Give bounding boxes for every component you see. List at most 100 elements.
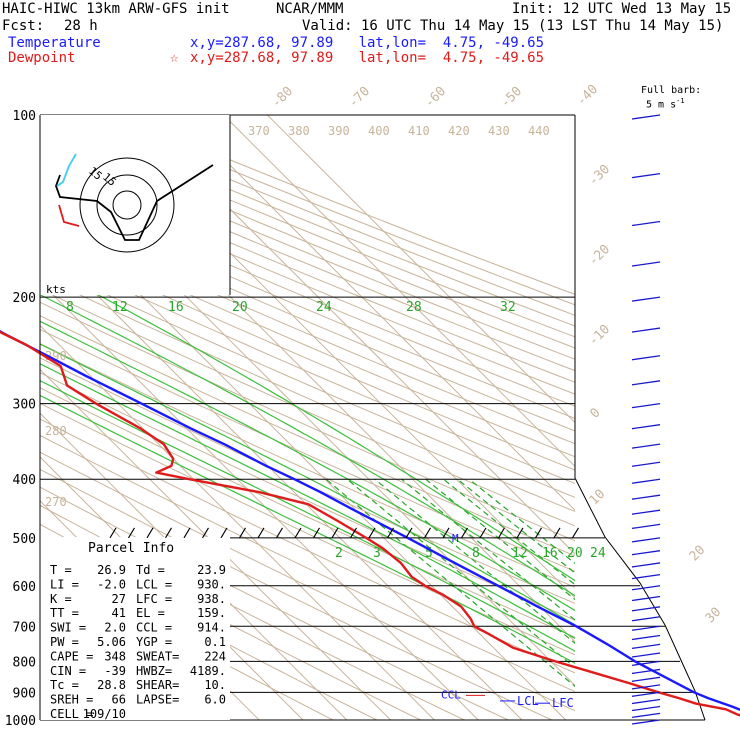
parcel-row-value: 159. xyxy=(197,606,226,620)
theta-label: 440 xyxy=(528,124,550,138)
hatch-tick xyxy=(220,527,228,539)
hodograph-trace-upper xyxy=(56,153,77,187)
wind-barb xyxy=(631,634,661,641)
parcel-row-label: PW = xyxy=(50,635,79,649)
hatch-tick xyxy=(516,527,524,539)
isotherm-label: -60 xyxy=(422,84,449,111)
org-label: NCAR/MMM xyxy=(276,1,344,17)
hatch-tick xyxy=(405,527,413,539)
moist-adiabats xyxy=(40,263,575,664)
parcel-row-label: LCL = xyxy=(136,577,172,591)
barb-unit-text: 5 m s xyxy=(646,99,677,111)
wind-barb xyxy=(631,606,661,612)
dry-adiabat xyxy=(40,328,575,572)
dry-adiabat xyxy=(40,181,575,407)
mixing-ratio-label: 20 xyxy=(567,546,583,561)
dry-adiabat xyxy=(40,468,554,720)
hatch-tick xyxy=(275,527,284,539)
isotherm-line xyxy=(223,115,575,468)
isotherm-line xyxy=(40,324,436,720)
mixing-ratio-label: 32 xyxy=(500,300,516,315)
hatch-tick xyxy=(146,527,154,539)
ccl-label: CCL xyxy=(441,688,461,701)
fcst-value: 28 h xyxy=(64,18,98,34)
isotherm-label: -70 xyxy=(346,84,373,111)
moist-adiabat xyxy=(40,363,575,640)
wind-barb xyxy=(631,478,661,484)
wind-barb xyxy=(631,643,661,650)
model-title: HAIC-HIWC 13km ARW-GFS init xyxy=(2,1,230,17)
hatch-tick xyxy=(294,527,302,539)
hatch-tick xyxy=(368,527,376,539)
hatch-tick xyxy=(201,527,210,539)
mixing-ratio-label: 3 xyxy=(373,546,381,561)
dry-adiabat xyxy=(40,402,575,656)
pressure-label: 500 xyxy=(13,532,36,547)
hatch-tick xyxy=(331,527,339,539)
parcel-row-label: LAPSE= xyxy=(136,693,179,707)
dry-adiabat xyxy=(40,288,575,527)
dry-adiabat xyxy=(40,357,575,604)
parcel-row-label: CIN = xyxy=(50,664,86,678)
dewpoint-trace xyxy=(0,330,740,717)
theta-label: 420 xyxy=(448,124,470,138)
parcel-row-label: EL = xyxy=(136,606,165,620)
parcel-info-box: Parcel Info T = 26.9 Td = 23.9 LI = -2.0 LCL =… xyxy=(40,537,230,721)
mixing-ratio-label: 16 xyxy=(542,546,558,561)
wind-barb xyxy=(631,573,661,580)
dry-adiabat xyxy=(40,387,575,638)
dry-adiabat xyxy=(40,315,575,557)
mixing-ratio-line xyxy=(401,478,575,621)
hodograph-trace xyxy=(55,164,214,241)
hatch-tick xyxy=(423,527,432,539)
parcel-row-value: 23.9 xyxy=(197,563,226,577)
wind-barb xyxy=(631,660,661,667)
hodograph-trace-lower xyxy=(58,204,80,227)
isotherm-label: 0 xyxy=(587,405,603,421)
dewpoint-coords: x,y=287.68, 97.89 lat,lon= 4.75, -49.65 xyxy=(190,50,545,66)
parcel-row-value: 938. xyxy=(197,592,226,606)
isotherm-label: -40 xyxy=(574,82,601,109)
isotherm-line xyxy=(40,412,348,720)
hatch-tick xyxy=(460,527,469,539)
parcel-row-label: CCL = xyxy=(136,621,172,635)
pressure-label: 200 xyxy=(13,291,36,306)
parcel-row-value: 6.0 xyxy=(204,693,226,707)
isotherm-label: 30 xyxy=(703,605,725,627)
wind-barb xyxy=(631,296,661,302)
hatch-tick xyxy=(534,527,543,539)
parcel-row-label: SHEAR= xyxy=(136,678,179,692)
wind-barb xyxy=(631,676,661,682)
hatch-tick xyxy=(442,527,450,539)
mixing-ratio-label: 12 xyxy=(512,546,528,561)
isotherm-line xyxy=(135,115,575,555)
dry-adiabat xyxy=(40,418,575,674)
isotherm-label: 10 xyxy=(587,487,609,509)
dry-adiabat xyxy=(40,148,575,372)
dry-adiabat xyxy=(40,262,575,498)
parcel-row-label: SWEAT= xyxy=(136,649,179,663)
wind-barb xyxy=(631,355,661,361)
mixing-ratio-label: 8 xyxy=(472,546,480,561)
hatch-tick xyxy=(312,527,321,539)
pressure-label: 800 xyxy=(13,655,36,670)
parcel-row-value: 2.0 xyxy=(104,621,126,635)
pressure-label: 100 xyxy=(13,109,36,124)
parcel-row-label: YGP = xyxy=(136,635,172,649)
dry-adiabat xyxy=(40,159,575,383)
sounding-traces xyxy=(0,330,740,717)
pressure-label: 400 xyxy=(13,473,36,488)
wind-barb xyxy=(631,562,661,568)
theta-label: 390 xyxy=(328,124,350,138)
hodograph-ring-2 xyxy=(96,174,158,236)
wind-barb xyxy=(631,550,661,556)
hatch-tick xyxy=(479,527,487,539)
barb-title-unit: 5 m s-1 xyxy=(646,96,685,110)
parcel-row-label: SREH = xyxy=(50,693,93,707)
mixing-ratio-line xyxy=(443,478,575,586)
parcel-row-value: 5.06 xyxy=(97,635,126,649)
parcel-row-value: 28.8 xyxy=(97,678,126,692)
wind-barb xyxy=(631,172,661,179)
parcel-row-label: CELL = xyxy=(50,707,93,721)
mixing-ratio-label: 2 xyxy=(335,546,343,561)
